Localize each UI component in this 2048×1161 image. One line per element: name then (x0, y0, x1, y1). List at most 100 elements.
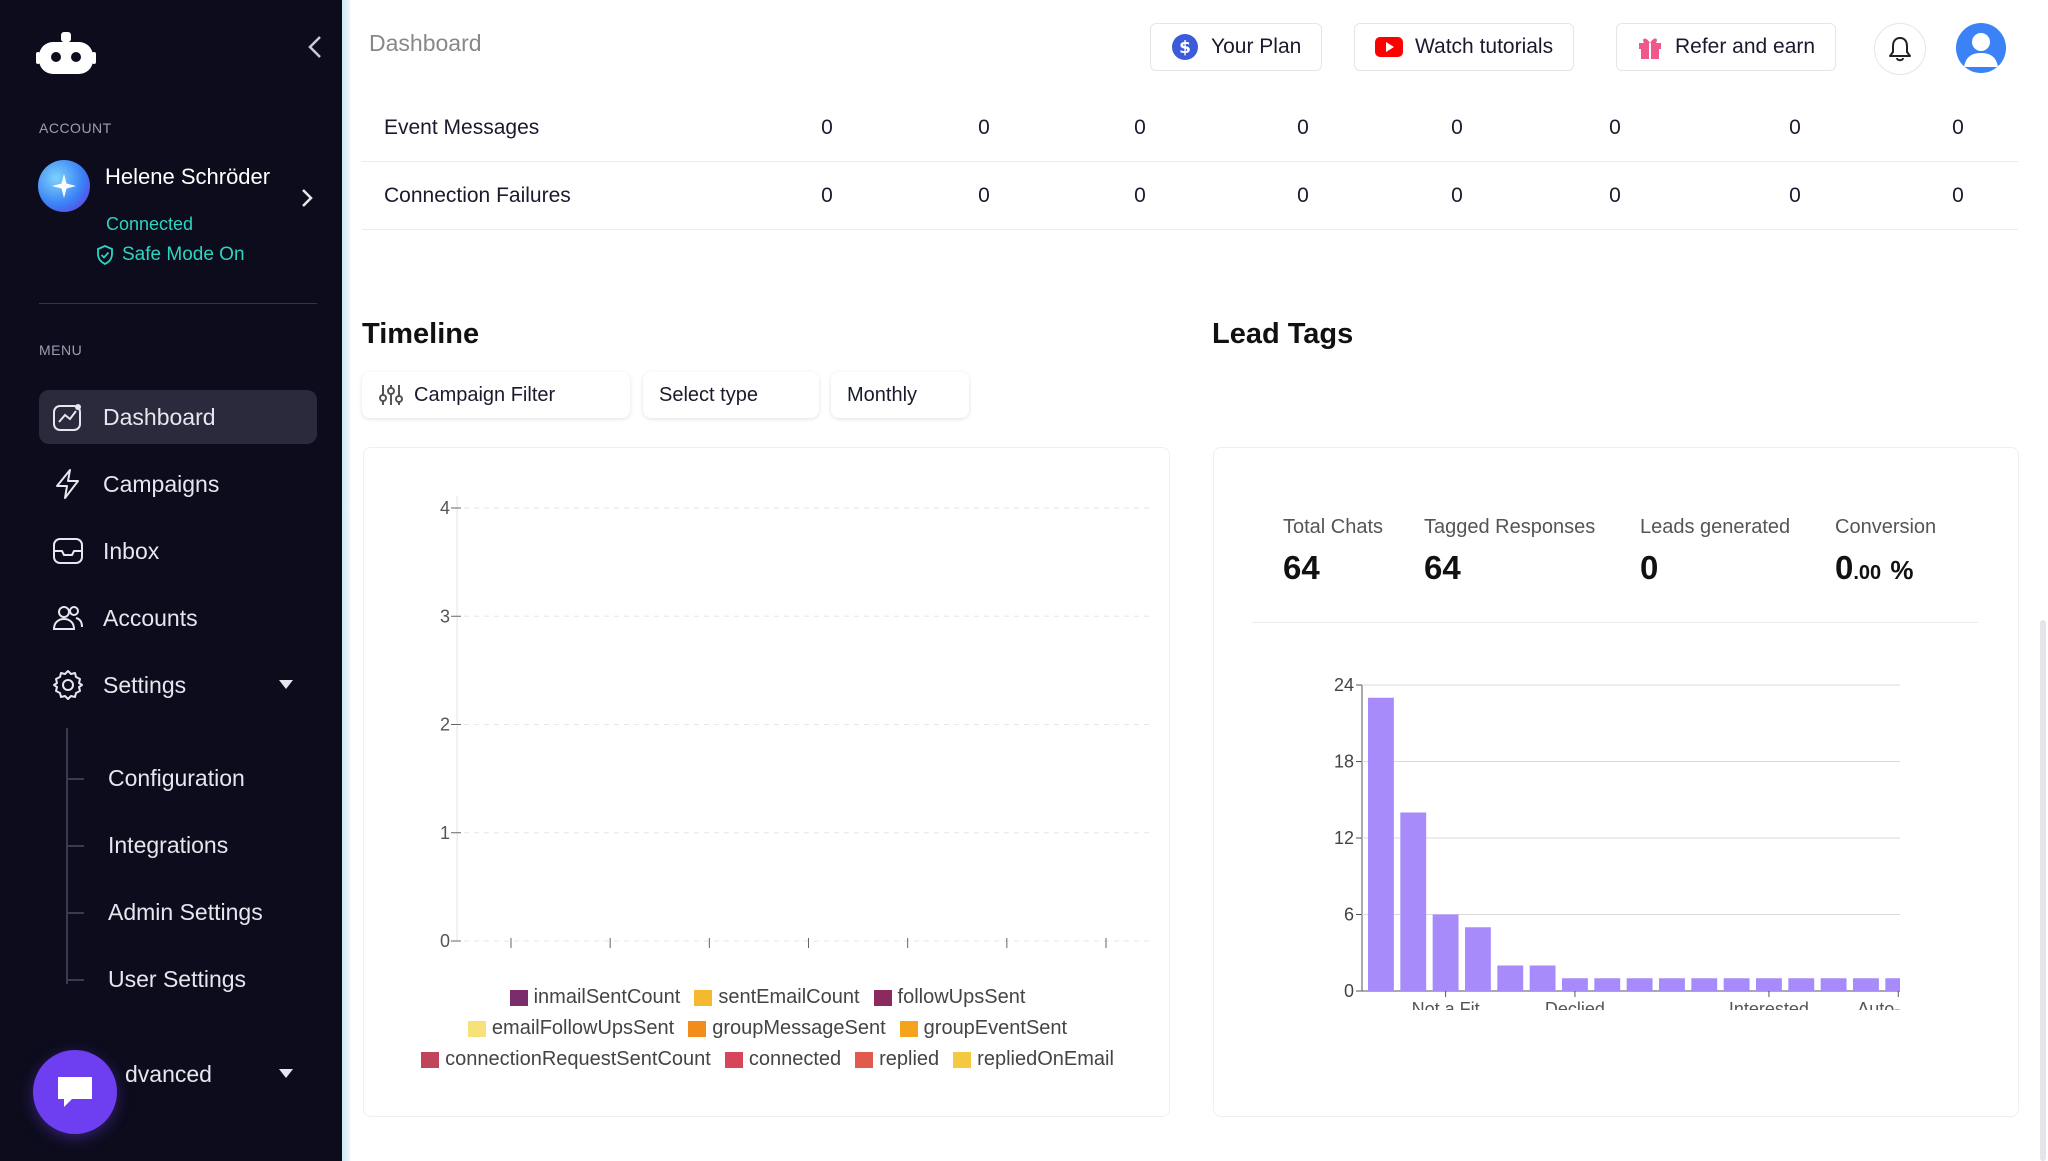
legend-item[interactable]: replied (855, 1048, 939, 1071)
caret-down-icon[interactable] (279, 1069, 293, 1078)
legend-item[interactable]: groupEventSent (899, 1017, 1068, 1040)
y-tick-label: 2 (440, 715, 450, 735)
table-row: Event Messages 0 0 0 0 0 0 0 0 (362, 94, 2018, 162)
legend-label: connected (748, 1048, 842, 1070)
legend-label: replied (879, 1048, 940, 1070)
sidebar-item-label: Inbox (103, 537, 160, 564)
table-cell: 0 (1134, 116, 1146, 139)
x-tick-label: Interested (1729, 999, 1809, 1010)
sidebar-item-label: Campaigns (103, 470, 220, 497)
legend-swatch (953, 1051, 972, 1068)
timeline-legend-row-3: connectionRequestSentCount connected rep… (364, 1048, 1171, 1071)
chevron-right-icon[interactable] (300, 187, 314, 209)
bar (1562, 978, 1588, 991)
submenu-configuration[interactable]: Configuration (108, 765, 245, 791)
submenu-tick (66, 845, 84, 847)
legend-item[interactable]: sentEmailCount (694, 986, 860, 1009)
kpi-value-group: 0.00 % (1835, 549, 1936, 587)
sliders-icon (379, 385, 403, 405)
youtube-icon (1375, 37, 1403, 57)
account-avatar[interactable] (38, 160, 90, 212)
submenu-admin-settings[interactable]: Admin Settings (108, 899, 263, 925)
account-status: Connected (106, 214, 194, 234)
kpi-value: 64 (1283, 549, 1320, 586)
table-cell: 0 (1789, 184, 1801, 207)
bar (1465, 927, 1491, 991)
notifications-button[interactable] (1874, 23, 1926, 75)
legend-item[interactable]: groupMessageSent (688, 1017, 886, 1040)
sidebar-item-campaigns[interactable]: Campaigns (39, 457, 317, 511)
caret-down-icon[interactable] (279, 680, 293, 689)
sidebar-item-accounts[interactable]: Accounts (39, 591, 317, 645)
legend-swatch (421, 1051, 440, 1068)
select-type-label: Select type (659, 383, 758, 406)
x-tick-label: Declied (1545, 999, 1605, 1010)
sidebar-item-dashboard[interactable]: Dashboard (39, 390, 317, 444)
gear-icon (53, 670, 83, 700)
sidebar-item-label: Accounts (103, 604, 198, 631)
table-cell: 0 (1609, 116, 1621, 139)
sidebar-item-advanced[interactable]: dvanced (39, 1047, 317, 1101)
user-avatar-button[interactable] (1956, 23, 2006, 73)
table-cell: 0 (1134, 184, 1146, 207)
legend-item[interactable]: repliedOnEmail (953, 1048, 1114, 1071)
legend-swatch (899, 1020, 918, 1037)
legend-item[interactable]: inmailSentCount (509, 986, 680, 1009)
refer-and-earn-button[interactable]: Refer and earn (1616, 23, 1837, 71)
legend-label: followUpsSent (897, 986, 1026, 1008)
your-plan-label: Your Plan (1211, 35, 1302, 58)
app-logo-icon[interactable] (36, 30, 96, 76)
chat-support-button[interactable] (33, 1050, 117, 1134)
safe-mode-indicator: Safe Mode On (96, 244, 245, 266)
bar (1723, 978, 1750, 991)
kpi-tagged-responses: Tagged Responses 64 (1424, 516, 1595, 587)
legend-label: repliedOnEmail (977, 1048, 1114, 1070)
campaign-filter-button[interactable]: Campaign Filter (362, 372, 630, 418)
row-label: Connection Failures (384, 184, 571, 207)
legend-swatch (724, 1051, 743, 1068)
shield-check-icon (97, 245, 113, 265)
bar (1529, 965, 1556, 991)
submenu-integrations[interactable]: Integrations (108, 832, 229, 858)
legend-label: groupMessageSent (712, 1017, 886, 1039)
timeline-chart: 0123423 May24 May25 May26 May27 May28 Ma… (440, 496, 1149, 948)
watch-tutorials-button[interactable]: Watch tutorials (1354, 23, 1575, 71)
bar (1691, 978, 1718, 991)
sidebar-item-inbox[interactable]: Inbox (39, 524, 317, 578)
account-name[interactable]: Helene Schröder (105, 164, 271, 189)
legend-item[interactable]: followUpsSent (873, 986, 1026, 1009)
lead-tags-title: Lead Tags (1212, 318, 1354, 350)
legend-swatch (873, 989, 892, 1006)
page-scrollbar[interactable] (2040, 620, 2046, 1161)
legend-item[interactable]: connectionRequestSentCount (421, 1048, 711, 1071)
lead-tags-chart: 0 6 12 18 24 Not a Fit Declied Interested Auto-r… (1334, 675, 1900, 1010)
dashboard-icon (53, 404, 81, 431)
select-type-dropdown[interactable]: Select type (643, 372, 819, 418)
kpi-conversion: Conversion 0.00 % (1835, 516, 1936, 587)
table-row: Connection Failures 0 0 0 0 0 0 0 0 (362, 162, 2018, 230)
y-tick-label: 4 (440, 498, 450, 518)
table-cell: 0 (1609, 184, 1621, 207)
legend-label: connectionRequestSentCount (445, 1048, 711, 1070)
your-plan-button[interactable]: $ Your Plan (1150, 23, 1323, 71)
account-section-label: ACCOUNT (39, 120, 112, 136)
legend-label: groupEventSent (923, 1017, 1068, 1039)
kpi-value: 0 (1835, 549, 1854, 586)
bar (1432, 914, 1459, 991)
legend-item[interactable]: emailFollowUpsSent (467, 1017, 674, 1040)
period-label: Monthly (847, 383, 918, 406)
bar (1368, 697, 1394, 991)
sidebar-item-settings[interactable]: Settings (39, 658, 317, 712)
legend-item[interactable]: connected (724, 1048, 842, 1071)
submenu-user-settings[interactable]: User Settings (108, 966, 247, 992)
collapse-sidebar-icon[interactable] (304, 34, 326, 60)
kpi-leads-generated: Leads generated 0 (1640, 516, 1790, 587)
kpi-value: 0 (1640, 549, 1659, 586)
svg-text:$: $ (1179, 38, 1191, 58)
table-cell: 0 (1297, 116, 1309, 139)
x-tick-label: Not a Fit (1412, 999, 1480, 1010)
sidebar-divider (39, 303, 317, 304)
sidebar-item-label: dvanced (125, 1060, 212, 1087)
period-dropdown[interactable]: Monthly (831, 372, 969, 418)
timeline-title: Timeline (362, 318, 480, 350)
